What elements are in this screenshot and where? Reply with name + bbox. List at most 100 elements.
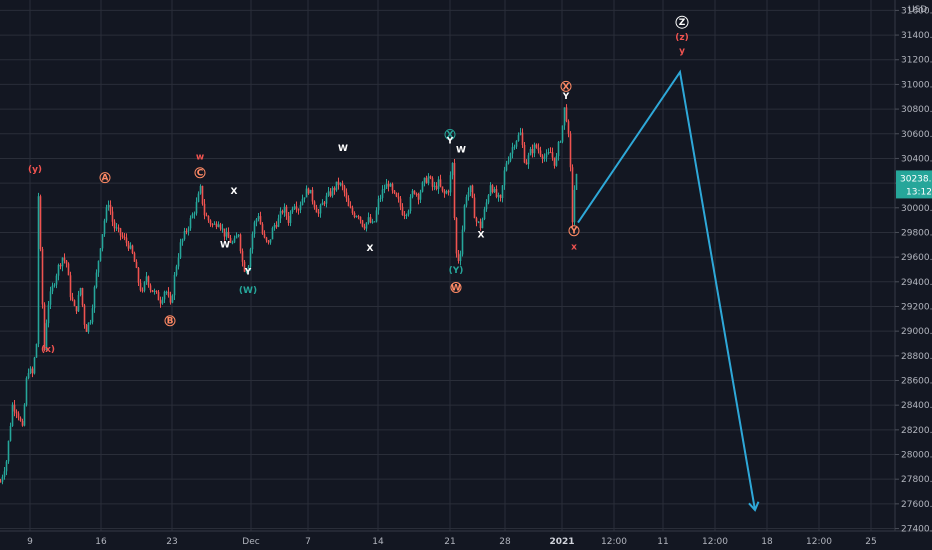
candle-body bbox=[137, 267, 140, 283]
candle-body bbox=[339, 183, 342, 185]
candle-body bbox=[119, 228, 122, 236]
candle-body bbox=[405, 214, 408, 216]
time-tick-label: 11 bbox=[657, 537, 668, 547]
time-axis[interactable]: 9 16 23 Dec 7 14 21 28 2021 12:00 11 12:00 18 12:00 25 bbox=[27, 537, 877, 547]
candle-body bbox=[451, 162, 454, 176]
candle-body bbox=[129, 245, 132, 249]
candle-body bbox=[541, 155, 544, 159]
price-tick-label: 30800.0 bbox=[901, 105, 932, 115]
candle-body bbox=[91, 308, 94, 323]
time-tick-label: 7 bbox=[305, 537, 311, 547]
candle-body bbox=[499, 194, 502, 199]
candle-body bbox=[167, 291, 170, 296]
candle-body bbox=[517, 134, 520, 141]
candle-body bbox=[467, 192, 470, 198]
candle-body bbox=[305, 188, 308, 198]
wave-label: W bbox=[220, 240, 230, 250]
candle-body bbox=[193, 213, 196, 215]
wave-label: Z bbox=[679, 18, 686, 28]
candle-body bbox=[41, 249, 44, 305]
candle-body bbox=[0, 481, 2, 483]
candle-body bbox=[317, 212, 320, 214]
time-tick-label: 2021 bbox=[549, 537, 574, 547]
candle-body bbox=[385, 183, 388, 189]
candle-body bbox=[463, 205, 466, 230]
candle-body bbox=[175, 266, 178, 275]
candle-body bbox=[83, 305, 86, 325]
candle-body bbox=[5, 461, 8, 472]
candle-body bbox=[411, 190, 414, 197]
candle-body bbox=[309, 189, 312, 194]
candle-body bbox=[65, 260, 68, 264]
candle-body bbox=[537, 147, 540, 151]
candle-body bbox=[527, 155, 530, 165]
candle-body bbox=[507, 160, 510, 164]
candle-body bbox=[319, 205, 322, 214]
candle-body bbox=[39, 196, 42, 250]
candle-body bbox=[25, 378, 28, 405]
candle-body bbox=[227, 231, 230, 239]
price-tick-label: 29400.0 bbox=[901, 278, 932, 288]
wave-label: X bbox=[563, 82, 570, 92]
candle-body bbox=[151, 290, 154, 292]
candle-body bbox=[165, 291, 168, 293]
wave-label: x bbox=[571, 243, 577, 253]
candle-body bbox=[345, 192, 348, 199]
candle-body bbox=[479, 221, 482, 229]
candle-body bbox=[509, 153, 512, 161]
time-tick-label: 12:00 bbox=[601, 537, 627, 547]
candle-body bbox=[173, 274, 176, 296]
candle-body bbox=[57, 264, 60, 276]
candle-body bbox=[163, 291, 166, 300]
candle-body bbox=[131, 245, 134, 254]
candle-body bbox=[381, 189, 384, 198]
price-tick-label: 31200.0 bbox=[901, 56, 932, 66]
candle-body bbox=[469, 185, 472, 193]
candle-body bbox=[183, 230, 186, 240]
candle-body bbox=[531, 148, 534, 154]
candle-body bbox=[203, 203, 206, 216]
candle-body bbox=[201, 185, 204, 204]
wave-label: X bbox=[447, 130, 454, 140]
candle-body bbox=[109, 204, 112, 212]
candle-body bbox=[399, 198, 402, 207]
candle-body bbox=[421, 182, 424, 192]
candle-body bbox=[353, 212, 356, 217]
candle-body bbox=[459, 254, 462, 261]
candle-body bbox=[245, 268, 248, 272]
candle-body bbox=[525, 162, 528, 165]
candle-body bbox=[209, 220, 212, 225]
candle-body bbox=[437, 179, 440, 190]
projection-arrow[interactable] bbox=[577, 69, 760, 512]
candle-body bbox=[483, 209, 486, 219]
candle-body bbox=[315, 207, 318, 213]
candle-body bbox=[465, 197, 468, 206]
candle-body bbox=[3, 471, 6, 477]
candle-body bbox=[225, 231, 228, 237]
wave-label: (x) bbox=[41, 345, 55, 355]
candle-body bbox=[101, 234, 104, 249]
candle-body bbox=[415, 193, 418, 195]
candle-body bbox=[19, 417, 22, 421]
candle-body bbox=[313, 201, 316, 208]
wave-label: Y bbox=[446, 137, 454, 147]
candle-body bbox=[403, 214, 406, 216]
candle-body bbox=[99, 248, 102, 261]
candle-body bbox=[267, 240, 270, 243]
candle-body bbox=[375, 210, 378, 222]
price-axis[interactable]: 31600.0 31400.0 31200.0 31000.0 30800.0 30600… bbox=[895, 6, 932, 535]
candle-body bbox=[363, 226, 366, 229]
candle-body bbox=[425, 177, 428, 184]
candle-body bbox=[145, 276, 148, 283]
candle-body bbox=[343, 186, 346, 193]
candle-body bbox=[391, 183, 394, 191]
candle-body bbox=[301, 198, 304, 206]
wave-label: (y) bbox=[28, 165, 42, 175]
candle-body bbox=[29, 368, 32, 374]
candle-body bbox=[547, 152, 550, 154]
candle-body bbox=[229, 238, 232, 243]
candle-body bbox=[457, 253, 460, 261]
candle-body bbox=[111, 211, 114, 222]
